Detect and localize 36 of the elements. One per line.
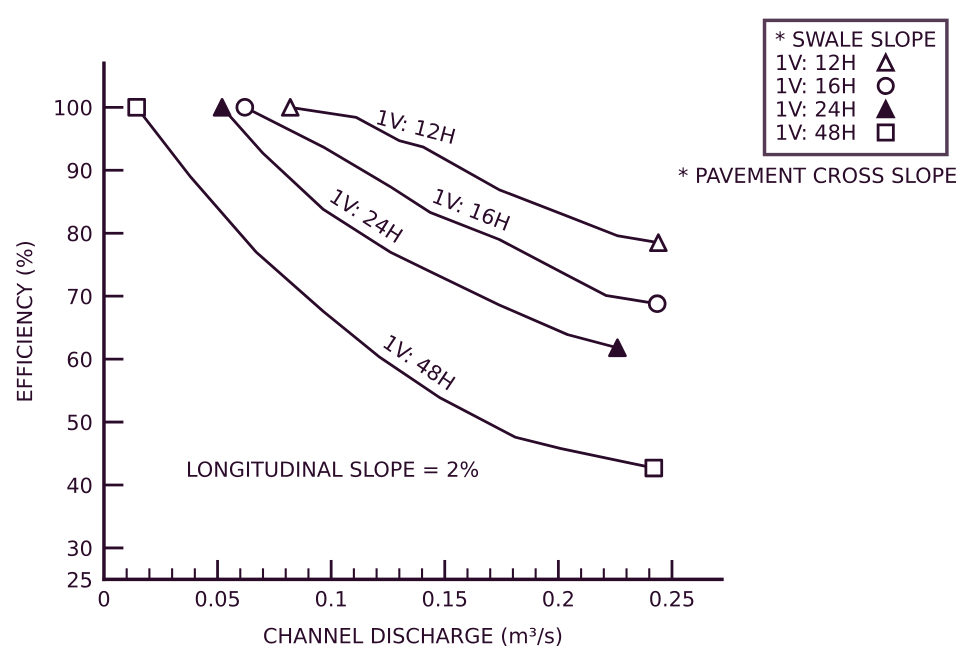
point (212, 98, 232, 117)
y-tick-label: 50 (68, 414, 92, 430)
y-tick-label: 70 (68, 288, 92, 304)
annotation: LONGITUDINAL SLOPE = 2% (188, 461, 478, 478)
x-tick-label: 0 (98, 590, 110, 607)
y-tick-label: 30 (68, 540, 92, 556)
legend-title: * SWALE SLOPE (776, 31, 936, 47)
y-tick-label: 25 (68, 572, 92, 588)
x-axis-title: CHANNEL DISCHARGE (m³/s) (264, 627, 562, 646)
x-tick-label: 0.25 (650, 590, 694, 607)
x-tick-label: 0.2 (543, 590, 573, 607)
text: 1V: 12H (376, 109, 456, 144)
annotation: * PAVEMENT CROSS SLOPE (678, 167, 956, 184)
y-axis-title: EFFICIENCY (%) (16, 242, 35, 400)
x-tick-label: 0.1 (316, 590, 346, 607)
y-tick-label: 40 (67, 477, 92, 494)
x-tick-label: 0.15 (422, 590, 466, 607)
point (608, 338, 627, 358)
y-tick-label: 100 (55, 100, 92, 116)
point (236, 98, 254, 117)
point (644, 458, 664, 478)
legend-label: 1V: 16H (777, 78, 855, 94)
legend-label: 1V: 24H (777, 101, 855, 117)
x-tick-label: 0.05 (196, 590, 239, 607)
text: 1V: 24H (330, 188, 404, 243)
point (280, 98, 300, 117)
text: 1V: 16H (432, 188, 510, 231)
y-tick-label: 80 (68, 226, 92, 242)
point (648, 294, 667, 314)
y-tick-label: 60 (68, 352, 92, 368)
y-tick-label: 90 (68, 162, 92, 178)
legend-label: 1V: 48H (777, 124, 855, 140)
legend-label: 1V: 12H (777, 54, 855, 70)
text: 1V: 48H (382, 334, 456, 390)
point (127, 98, 146, 117)
point (649, 233, 668, 252)
